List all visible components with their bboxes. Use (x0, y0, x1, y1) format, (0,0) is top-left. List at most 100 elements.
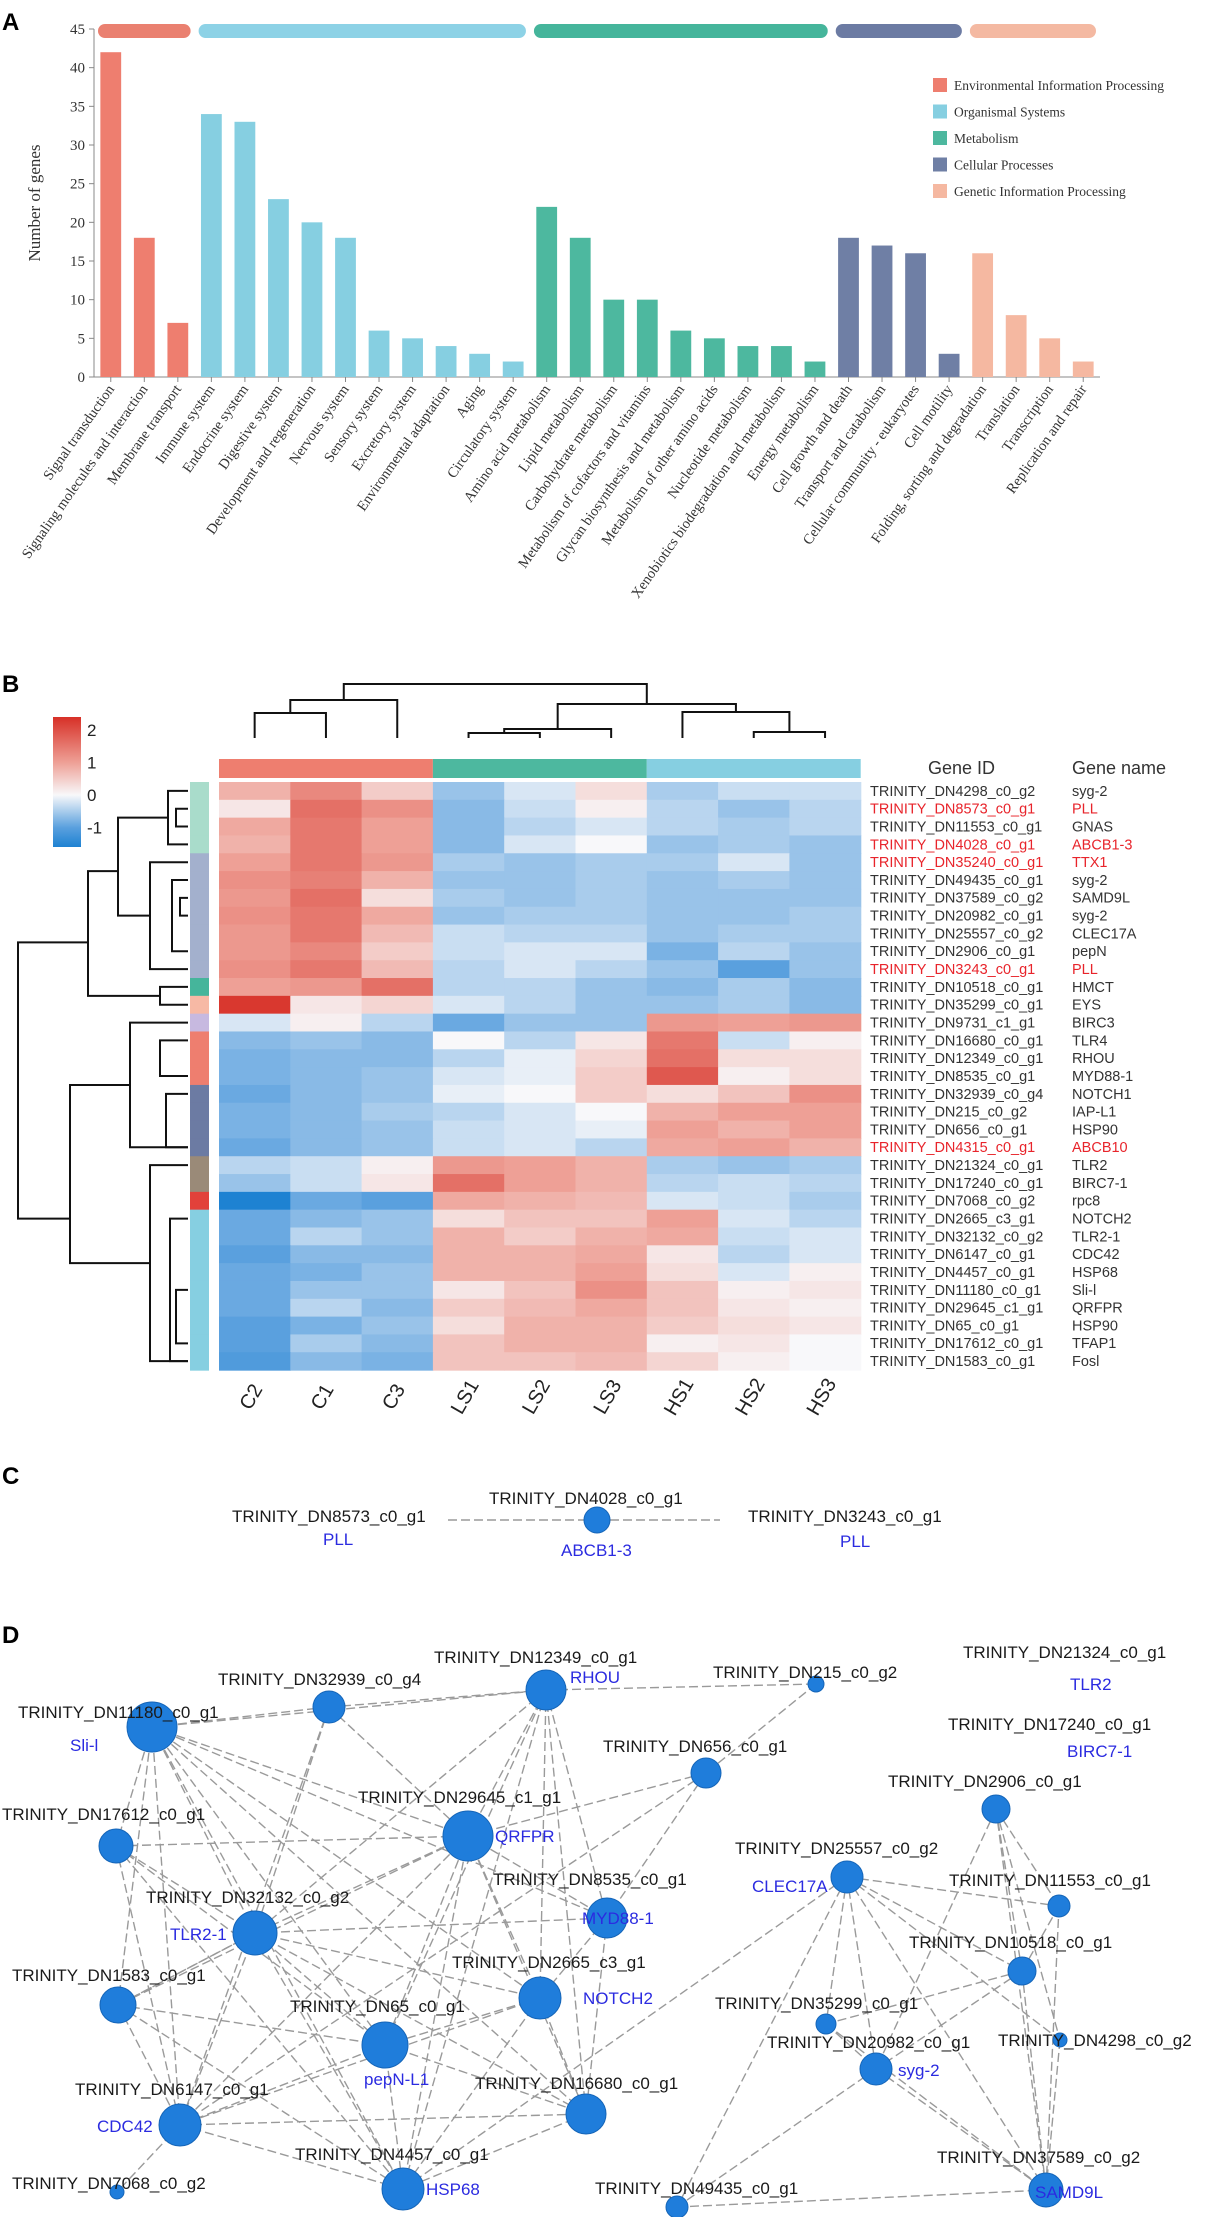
network-node (109, 2184, 125, 2200)
row-gene-name: GNAS (1072, 819, 1113, 835)
heatmap-cell (646, 924, 719, 943)
y-tick-label: 35 (70, 99, 85, 115)
row-gene-id: TRINITY_DN35299_c0_g1 (870, 998, 1043, 1014)
heatmap-cell (575, 1174, 648, 1193)
row-gene-name: BIRC7-1 (1072, 1176, 1128, 1192)
network-edge (151, 1726, 469, 1837)
heatmap-cell (646, 1049, 719, 1068)
network-node (312, 1690, 346, 1724)
row-gene-id: TRINITY_DN8573_c0_g1 (870, 802, 1035, 818)
heatmap-cell (504, 1298, 577, 1318)
row-gene-id: TRINITY_DN8535_c0_g1 (870, 1069, 1035, 1085)
network-edge (825, 1970, 1023, 2025)
heatmap-cell (504, 1209, 577, 1229)
row-gene-name: Fosl (1072, 1354, 1099, 1370)
heatmap-cell (290, 1120, 363, 1139)
heatmap-cell (432, 1334, 505, 1353)
row-dendrogram (87, 870, 160, 997)
x-tick-label: Aging (453, 382, 487, 421)
colorbar-tick: 1 (87, 754, 96, 773)
heatmap-cell (646, 1120, 719, 1139)
heatmap-cell (290, 1084, 363, 1104)
legend-entry: Environmental Information Processing (954, 78, 1164, 93)
heatmap-cell (718, 1334, 790, 1353)
bar (200, 114, 222, 378)
heatmap-cell (290, 1352, 363, 1371)
bar (100, 52, 122, 377)
heatmap-cell (290, 1334, 363, 1353)
heatmap-cell (219, 1334, 291, 1353)
heatmap-cell (219, 1049, 291, 1068)
heatmap-cell (789, 1245, 862, 1264)
heatmap-cell (432, 799, 505, 819)
bar (905, 253, 926, 377)
heatmap-cell (432, 1298, 505, 1318)
network-gene-label: BIRC7-1 (1067, 1742, 1132, 1761)
y-tick-label: 10 (70, 293, 85, 309)
network-node (99, 1986, 137, 2024)
column-group-band (432, 759, 647, 778)
heatmap-cell (504, 1191, 577, 1211)
heatmap-cell (432, 888, 505, 908)
heatmap-cell (789, 1316, 862, 1336)
heatmap-cell (789, 1191, 862, 1211)
network-node-label: TRINITY_DN35299_c0_g1 (715, 1994, 918, 2013)
heatmap-cell (432, 1049, 505, 1068)
network-node-label: TRINITY_DN11553_c0_g1 (949, 1871, 1151, 1890)
column-label: LS1 (447, 1376, 484, 1418)
network-edge (117, 2004, 386, 2046)
heatmap-cell (789, 1156, 862, 1175)
heatmap-cell (432, 853, 505, 872)
heatmap-cell (361, 1191, 434, 1211)
heatmap-cell (504, 906, 577, 926)
network-edge (384, 2044, 587, 2115)
heatmap-cell (718, 1067, 790, 1086)
row-side-color (190, 1031, 209, 1050)
network-node-label: TRINITY_DN3243_c0_g1 (748, 1507, 942, 1526)
panel-label-a: A (2, 9, 19, 36)
heatmap-cell (646, 835, 719, 854)
heatmap-cell (504, 782, 577, 801)
heatmap-cell (290, 942, 363, 961)
network-edge (151, 1726, 386, 2046)
heatmap-cell (290, 1102, 363, 1122)
legend-entry: Cellular Processes (954, 158, 1053, 173)
network-node (565, 2093, 607, 2135)
heatmap-cell (718, 1316, 790, 1336)
column-dendrogram (467, 732, 541, 738)
heatmap-cell (290, 782, 363, 801)
heatmap-cell (575, 1049, 648, 1068)
heatmap-cell (290, 1174, 363, 1193)
heatmap-cell (575, 799, 648, 819)
heatmap-cell (575, 995, 648, 1015)
network-edge (846, 1876, 1047, 2191)
heatmap-cell (789, 1120, 862, 1139)
heatmap-cell (504, 1013, 577, 1033)
network-gene-label: RHOU (570, 1668, 620, 1687)
heatmap-cell (718, 1352, 790, 1371)
heatmap-cell (432, 782, 505, 801)
heatmap-cell (575, 1031, 648, 1050)
heatmap-cell (504, 1049, 577, 1068)
row-gene-name: pepN (1072, 944, 1107, 960)
heatmap-cell (290, 871, 363, 890)
heatmap-cell (575, 888, 648, 908)
row-gene-name: TLR4 (1072, 1033, 1107, 1049)
heatmap-cell (718, 978, 790, 997)
network-node-label: TRINITY_DN6147_c0_g1 (75, 2080, 269, 2099)
row-gene-name: CLEC17A (1072, 926, 1137, 942)
row-side-color (190, 942, 209, 961)
network-gene-label: MYD88-1 (582, 1909, 654, 1928)
heatmap-cell (789, 924, 862, 943)
row-dendrogram (171, 879, 188, 953)
heatmap-cell (361, 1209, 434, 1229)
heatmap-cell (575, 782, 648, 801)
network-node (232, 1910, 278, 1956)
network-edge (328, 1706, 469, 1837)
heatmap-cell (504, 871, 577, 890)
network-node (583, 1506, 611, 1534)
colorbar (53, 717, 81, 847)
network-node-label: TRINITY_DN25557_c0_g2 (735, 1839, 938, 1858)
network-edge (402, 2113, 587, 2190)
y-tick-label: 20 (70, 215, 85, 231)
